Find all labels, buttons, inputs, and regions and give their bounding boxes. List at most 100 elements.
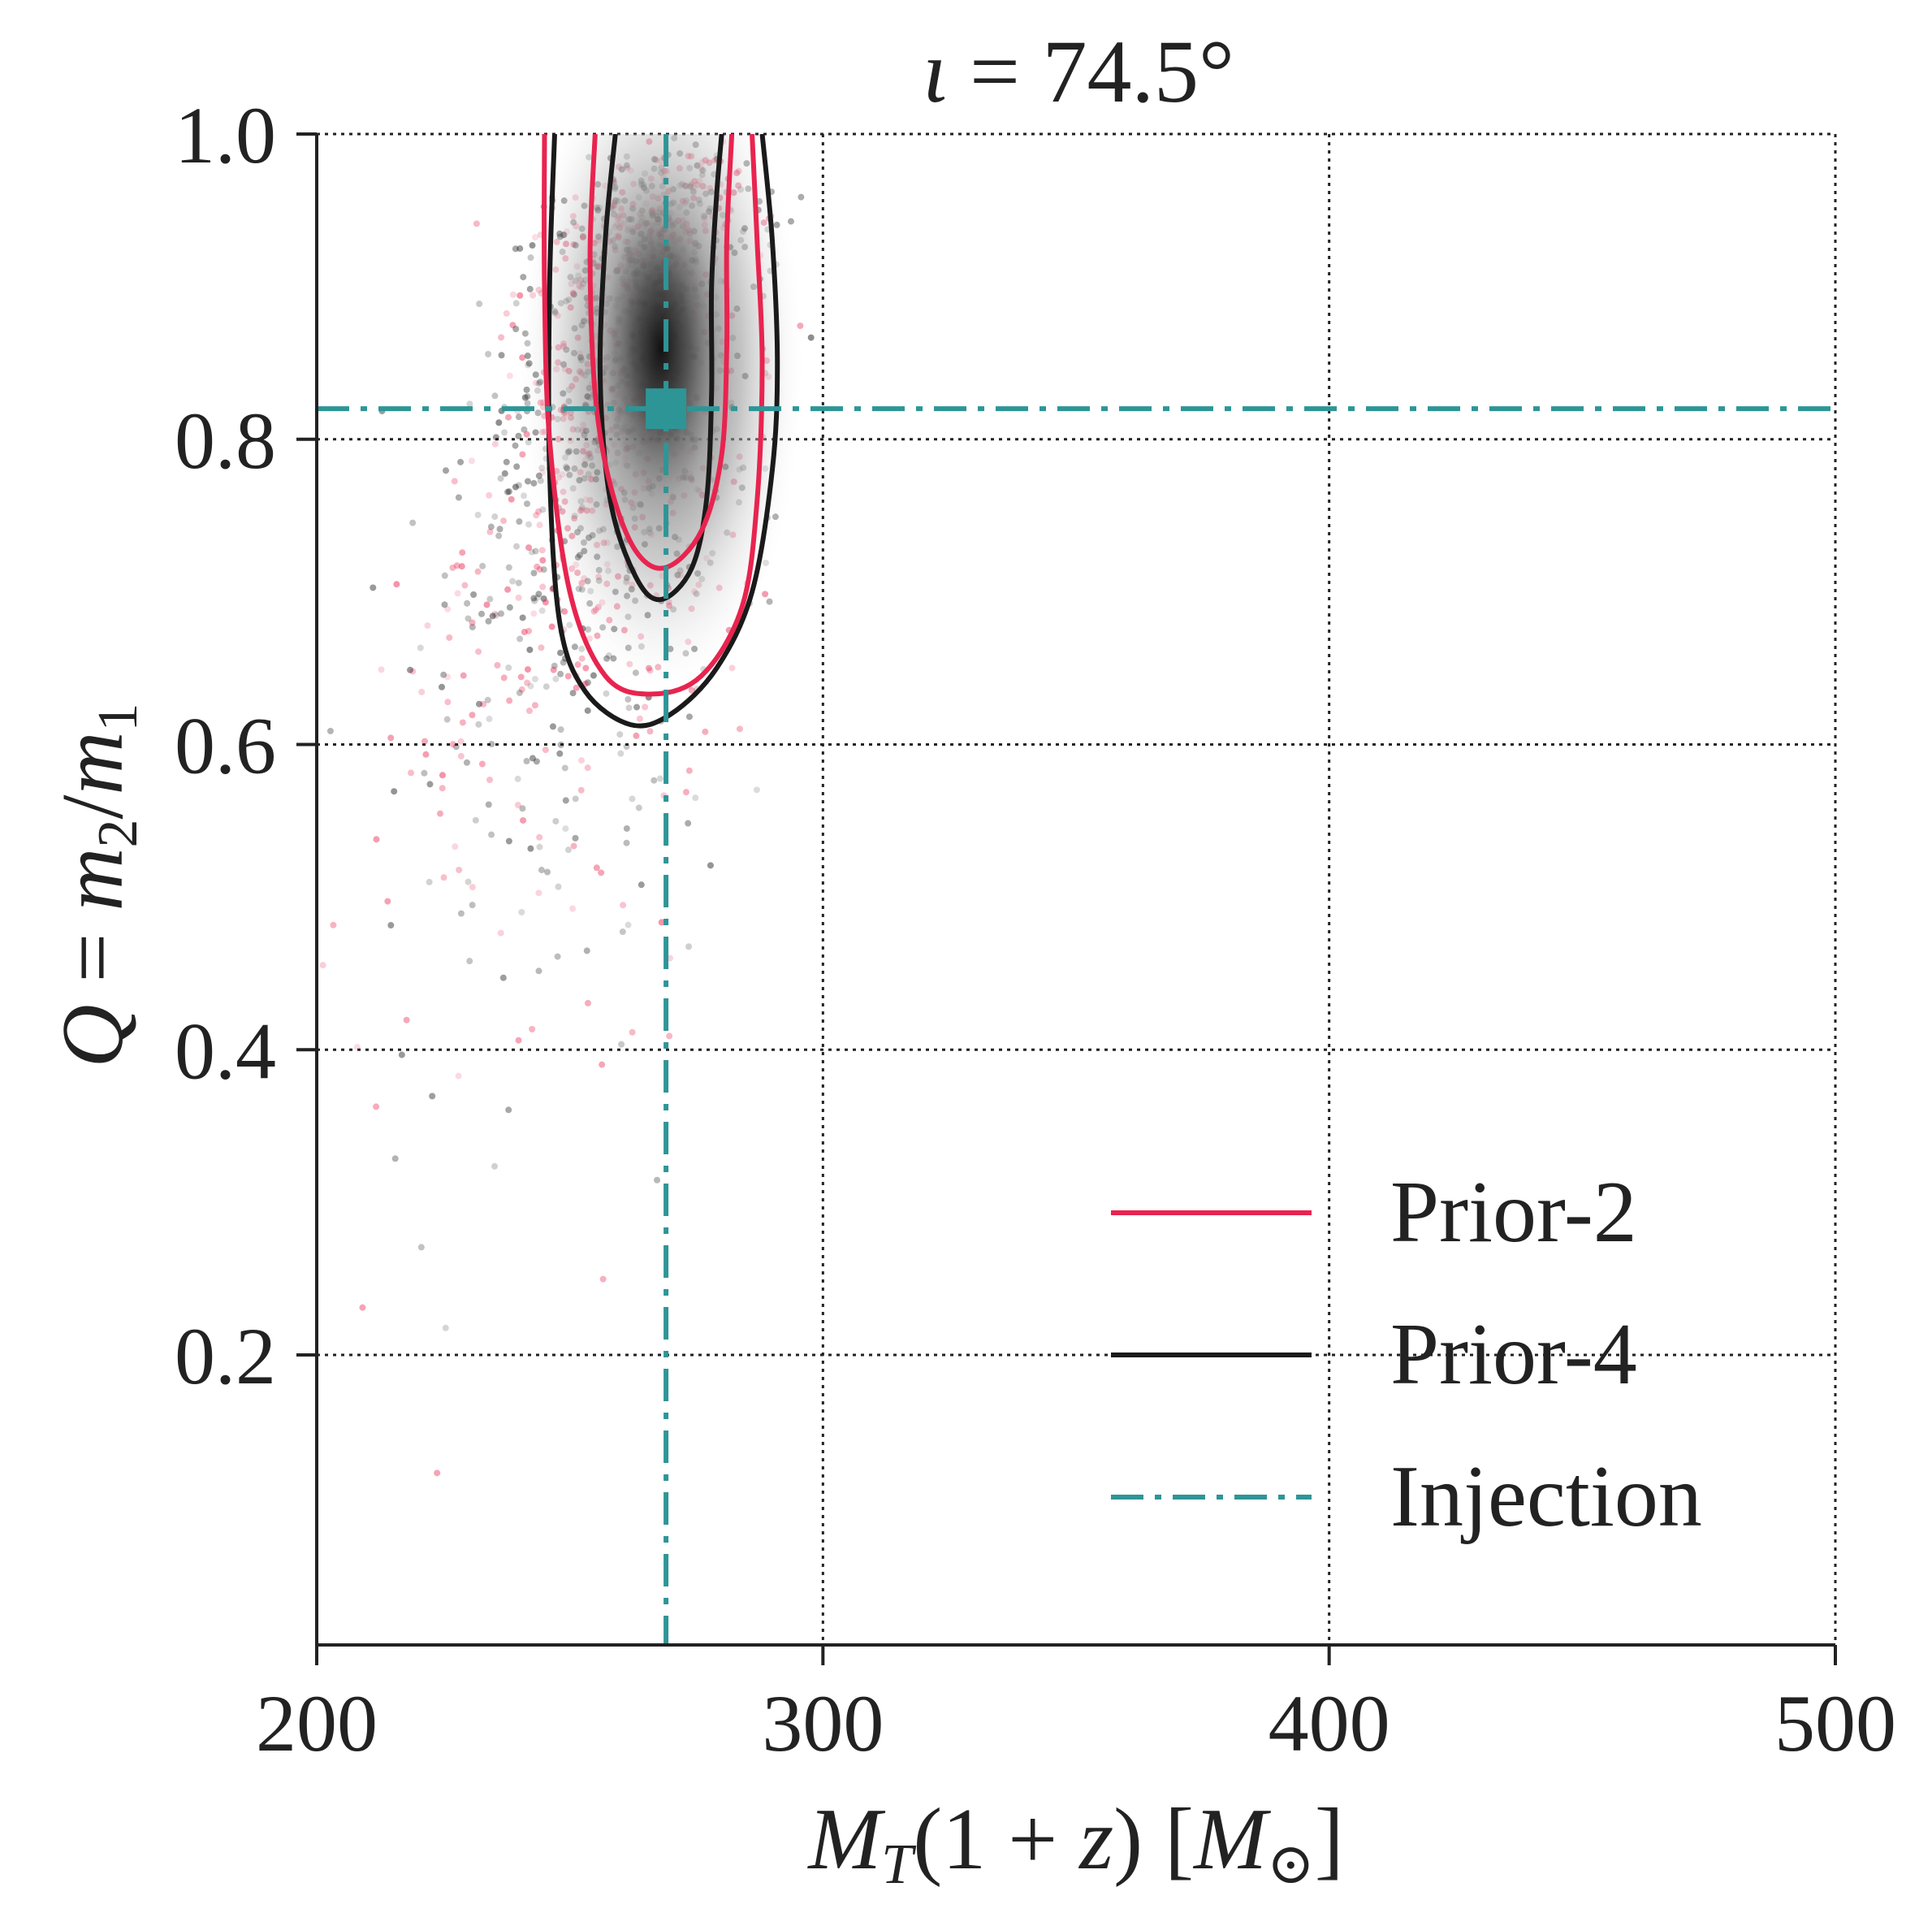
sample-point	[685, 767, 693, 774]
tick-labels: 200 300 400 500 0.2 0.4 0.6 0.8 1.0	[175, 90, 1896, 1768]
sample-point	[574, 661, 581, 669]
y-tick-label: 0.8	[175, 396, 276, 486]
sample-point	[452, 743, 460, 751]
y-title-m2: m	[45, 848, 141, 911]
sample-point	[439, 683, 446, 690]
sample-point	[529, 755, 536, 762]
sample-point	[516, 635, 524, 643]
sample-point	[485, 801, 492, 808]
sample-point	[491, 1162, 499, 1170]
sample-point	[387, 734, 395, 742]
sample-point	[469, 884, 476, 891]
sample-point	[418, 688, 426, 695]
sample-point	[623, 824, 630, 832]
sample-point	[421, 769, 428, 777]
sample-point	[518, 908, 525, 915]
sample-point	[569, 905, 577, 912]
sample-point	[517, 673, 525, 681]
sample-point	[509, 578, 516, 585]
sample-point	[463, 759, 470, 766]
sample-point	[540, 566, 547, 573]
sample-point	[504, 586, 512, 593]
sample-point	[443, 467, 450, 474]
sample-point	[469, 902, 476, 909]
sample-point	[530, 569, 538, 577]
sample-point	[514, 775, 521, 782]
sample-point	[513, 463, 521, 470]
sample-point	[512, 300, 520, 307]
sample-point	[516, 292, 524, 299]
sample-point	[506, 697, 513, 704]
sample-point	[466, 958, 473, 965]
sample-point	[469, 623, 476, 630]
sample-point	[459, 719, 466, 726]
sample-point	[557, 726, 564, 734]
sample-point	[469, 619, 476, 626]
sample-point	[625, 921, 632, 928]
sample-point	[529, 1025, 536, 1032]
sample-point	[475, 700, 482, 708]
sample-point	[535, 889, 542, 897]
sample-point	[635, 804, 642, 812]
sample-point	[702, 728, 709, 735]
sample-point	[515, 1037, 522, 1044]
x-title-end: ]	[1315, 1791, 1344, 1888]
y-title-m1: m	[45, 732, 141, 795]
sample-point	[437, 810, 444, 817]
sample-point	[525, 708, 533, 715]
sample-point	[583, 947, 590, 954]
contour-prior-4-inner	[597, 134, 724, 603]
sample-point	[570, 842, 577, 850]
sample-point	[536, 833, 543, 841]
sample-point	[564, 673, 572, 680]
sample-point	[491, 440, 499, 448]
sample-point	[484, 696, 491, 703]
sample-point	[461, 582, 469, 589]
sample-point	[523, 500, 530, 508]
sample-point	[561, 608, 568, 615]
sample-point	[542, 599, 549, 606]
sample-point	[455, 1072, 462, 1080]
sample-point	[495, 419, 503, 426]
sample-point	[536, 843, 543, 850]
sample-point	[633, 732, 640, 739]
title-eq: =	[948, 22, 1043, 121]
sample-point	[505, 1106, 512, 1114]
sample-point	[449, 741, 456, 748]
sample-point	[440, 671, 447, 678]
sample-point	[421, 738, 429, 745]
sample-point	[766, 598, 773, 605]
sample-point	[466, 400, 473, 408]
sample-point	[531, 597, 538, 604]
sample-point	[496, 526, 504, 533]
sample-point	[505, 837, 512, 845]
sample-point	[486, 716, 493, 723]
x-title-z: z	[1078, 1791, 1113, 1888]
sample-point	[584, 764, 591, 772]
sample-point	[557, 741, 564, 748]
sample-point	[509, 291, 516, 298]
sample-point	[515, 432, 522, 439]
sample-point	[497, 929, 504, 937]
sample-point	[454, 590, 461, 597]
sample-point	[516, 518, 523, 526]
sample-point	[488, 831, 495, 838]
sample-point	[555, 883, 562, 890]
sample-point	[503, 458, 510, 465]
y-axis-title: Q = m2/m1	[45, 703, 149, 1068]
sample-point	[573, 684, 580, 691]
sample-point	[326, 727, 334, 734]
y-tick-label: 0.6	[175, 701, 276, 791]
sample-point	[478, 610, 486, 617]
sample-point	[456, 866, 463, 873]
sample-point	[509, 322, 516, 329]
sample-point	[688, 686, 695, 694]
sample-point	[551, 662, 558, 669]
injection-marker	[646, 388, 687, 430]
sample-point	[616, 731, 624, 738]
sample-point	[512, 245, 519, 253]
sample-point	[538, 644, 545, 651]
sample-point	[422, 751, 430, 758]
sample-point	[391, 1155, 399, 1162]
sample-point	[457, 910, 465, 917]
